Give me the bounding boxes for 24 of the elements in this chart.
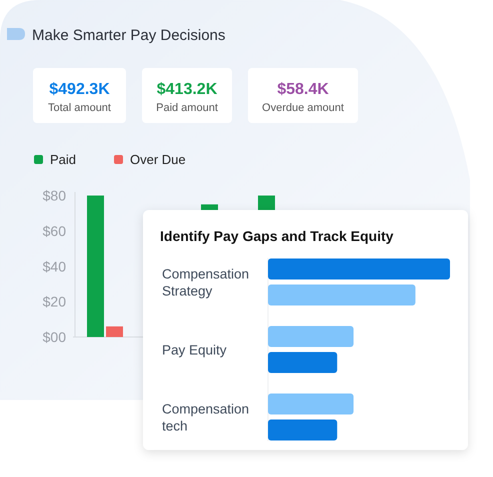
y-tick-label: $60	[42, 222, 66, 239]
bar	[106, 326, 123, 337]
y-tick-label: Compensation tech	[162, 402, 250, 434]
text: $58.4K	[277, 81, 330, 98]
chart-title: Identify Pay Gaps and Track Equity	[160, 228, 394, 244]
bar	[268, 326, 354, 347]
text: $413.2K	[156, 81, 218, 98]
text: Paid amount	[156, 102, 218, 114]
legend-label: Over Due	[130, 152, 186, 167]
y-tick-label: $20	[42, 294, 66, 310]
bar	[268, 394, 354, 414]
text: Overdue amount	[262, 102, 344, 114]
y-tick-label: $40	[42, 258, 66, 274]
text: Total amount	[48, 102, 111, 114]
y-tick-label: Pay Equity	[162, 342, 227, 358]
bar	[268, 420, 338, 440]
y-tick-label: Compensation Strategy	[162, 266, 250, 298]
text: Make Smarter Pay Decisions	[32, 27, 226, 44]
y-tick-label: $80	[42, 188, 66, 204]
y-tick-label: $00	[42, 329, 66, 345]
bar	[268, 352, 338, 373]
legend-label: Paid	[50, 152, 76, 167]
bar	[87, 196, 104, 337]
text: $492.3K	[49, 81, 110, 98]
